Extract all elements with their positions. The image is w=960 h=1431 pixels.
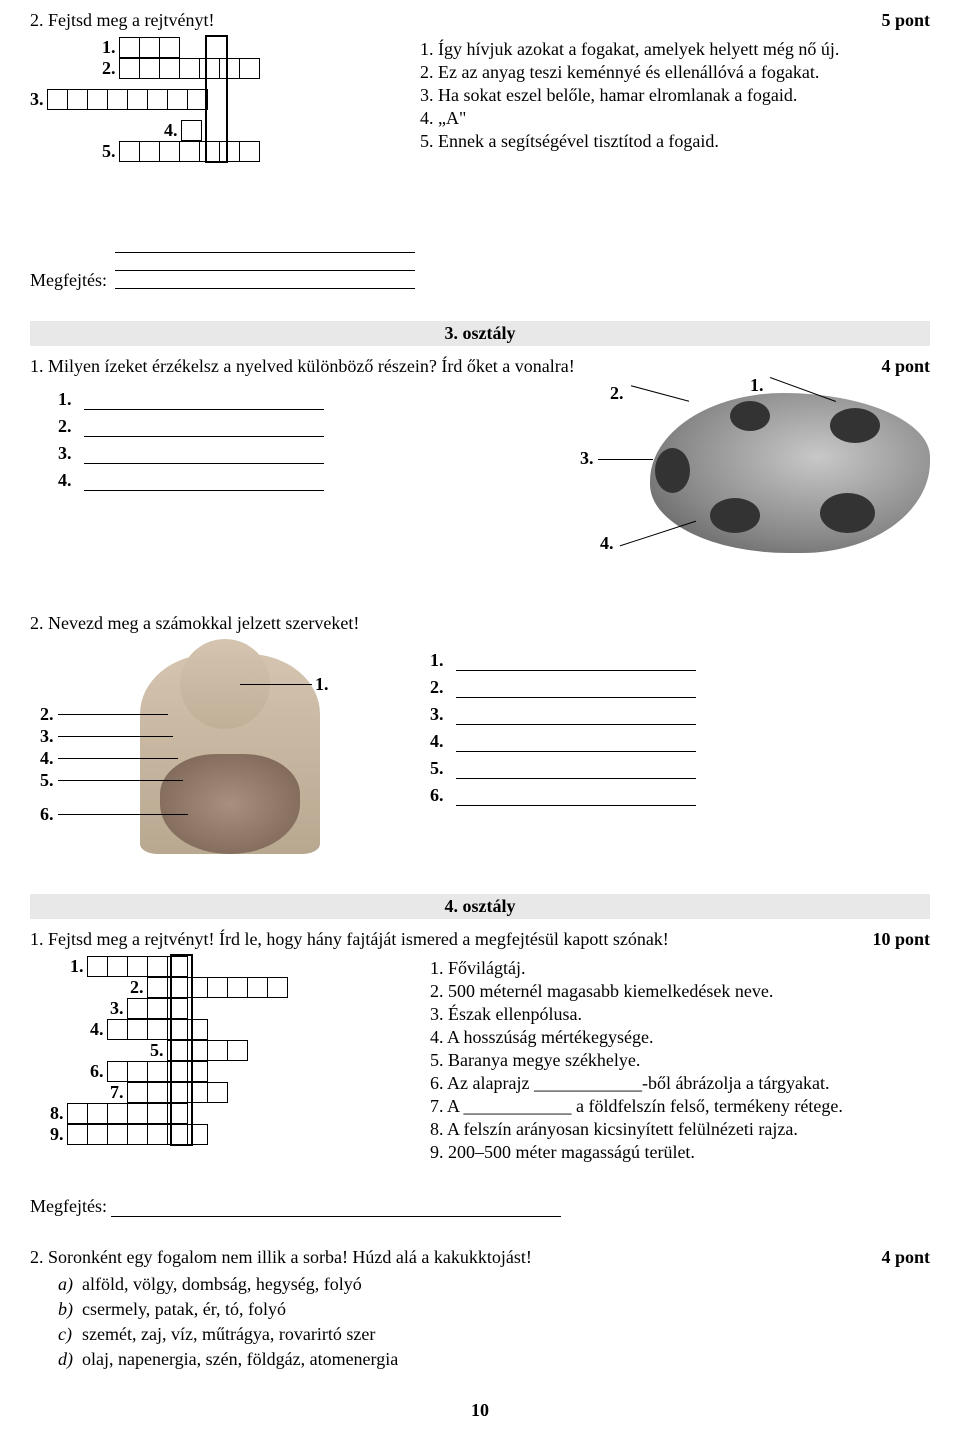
g4-q2-items: a)alföld, völgy, dombság, hegység, folyó…	[30, 1274, 930, 1370]
tongue-diagram: 2. 1. 3. 4.	[550, 383, 930, 583]
anatomy-diagram: 1. 2. 3. 4. 5. 6.	[30, 644, 400, 864]
ex2-points: 5 pont	[881, 10, 930, 31]
page-number: 10	[30, 1400, 930, 1421]
g4-q2-points: 4 pont	[881, 1247, 930, 1268]
g3-q1-answers: 1. 2. 3. 4.	[30, 383, 520, 583]
g4-q1-title: 1. Fejtsd meg a rejtvényt! Írd le, hogy …	[30, 929, 669, 950]
g3-q1-title: 1. Milyen ízeket érzékelsz a nyelved kül…	[30, 356, 575, 377]
ex2-title: 2. Fejtsd meg a rejtvényt!	[30, 10, 214, 31]
g4-q1-clues: 1. Fővilágtáj. 2. 500 méternél magasabb …	[430, 956, 930, 1176]
g4-q2-title: 2. Soronként egy fogalom nem illik a sor…	[30, 1247, 532, 1268]
crossword-2: 1. 2. 3. 4. 5. 6. 7. 8. 9.	[30, 956, 400, 1176]
crossword-1: 1. 2. 3. 4. 5.	[30, 37, 400, 197]
grade4-header: 4. osztály	[30, 894, 930, 919]
g3-q2-title: 2. Nevezd meg a számokkal jelzett szerve…	[30, 613, 930, 634]
ex2-clues: 1. Így hívjuk azokat a fogakat, amelyek …	[420, 37, 930, 197]
grade3-header: 3. osztály	[30, 321, 930, 346]
g3-q1-points: 4 pont	[881, 356, 930, 377]
g3-q2-answers: 1. 2. 3. 4. 5. 6.	[430, 644, 930, 864]
megfejtes-2: Megfejtés:	[30, 1196, 930, 1217]
g4-q1-points: 10 pont	[872, 929, 930, 950]
megfejtes-1: Megfejtés:	[30, 237, 930, 291]
